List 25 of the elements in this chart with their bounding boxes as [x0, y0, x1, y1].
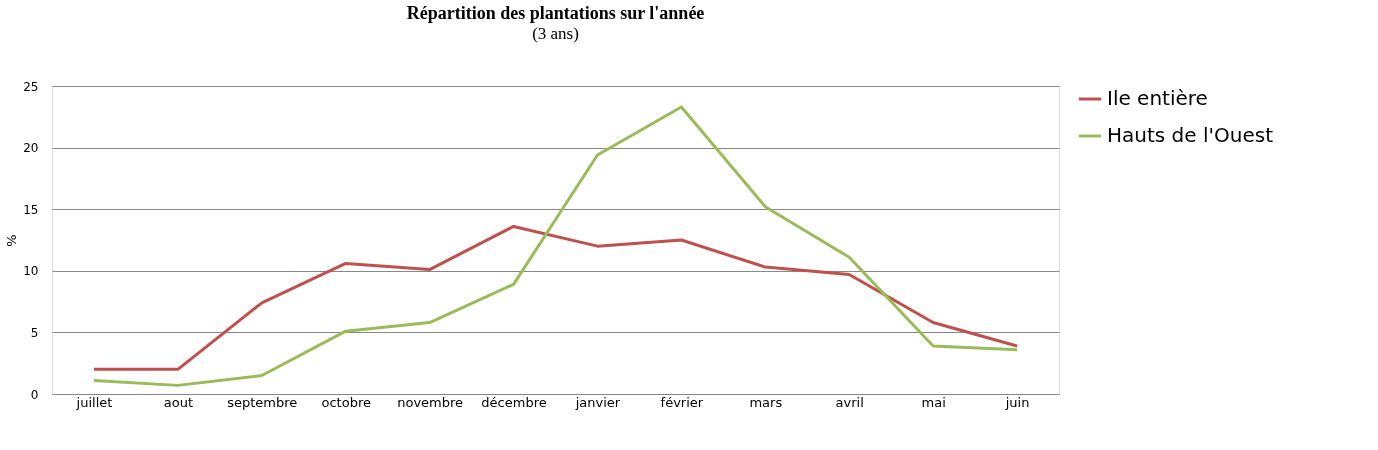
x-tick-label: juillet: [75, 394, 113, 410]
x-tick-label: avril: [835, 394, 864, 410]
y-tick-label: 5: [30, 325, 39, 340]
chart-subtitle: (3 ans): [532, 24, 579, 43]
x-tick-label: novembre: [397, 394, 464, 410]
y-tick-label: 10: [23, 264, 39, 279]
y-tick-label: 25: [23, 79, 39, 94]
x-tick-label: octobre: [321, 394, 371, 410]
x-tick-label: février: [660, 394, 704, 410]
x-tick-label: mars: [749, 394, 783, 410]
x-tick-label: janvier: [574, 394, 621, 410]
y-tick-label: 0: [30, 387, 39, 402]
chart-title: Répartition des plantations sur l'année: [406, 3, 705, 23]
x-tick-label: juin: [1004, 394, 1030, 410]
legend-label: Hauts de l'Ouest: [1107, 123, 1274, 147]
legend-label: Ile entière: [1107, 86, 1208, 110]
y-tick-label: 15: [23, 202, 39, 217]
line-series: [92, 105, 1019, 387]
x-tick-label: décembre: [481, 394, 547, 410]
x-tick-label: aout: [163, 394, 194, 410]
line-series: [92, 224, 1019, 371]
x-tick-label: mai: [921, 394, 946, 410]
x-tick-label: septembre: [227, 394, 298, 410]
y-axis-title: %: [4, 234, 20, 247]
y-tick-label: 20: [23, 141, 39, 156]
